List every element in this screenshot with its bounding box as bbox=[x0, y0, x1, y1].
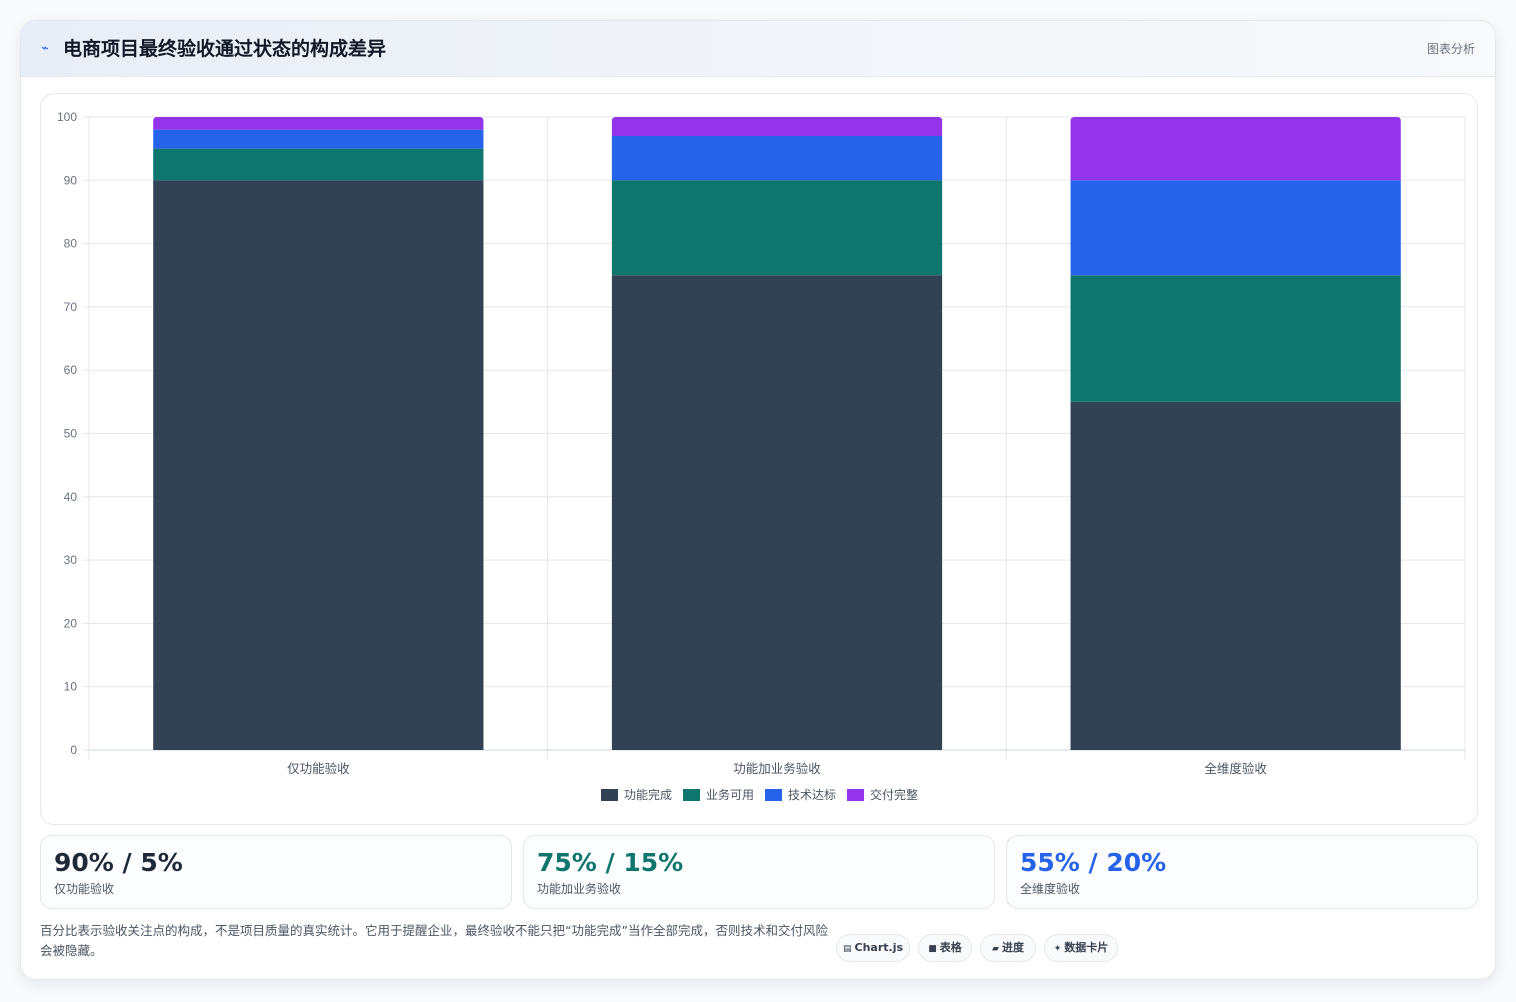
y-tick-label: 0 bbox=[70, 743, 77, 757]
x-tick-label: 仅功能验收 bbox=[287, 761, 350, 776]
chart-card: ⌁ 电商项目最终验收通过状态的构成差异 图表分析 0 10 20 30 40 50 60 70… bbox=[20, 20, 1496, 980]
legend-label: 技术达标 bbox=[788, 788, 836, 802]
stat-label: 仅功能验收 bbox=[54, 882, 115, 896]
bar-segment bbox=[611, 180, 943, 276]
y-tick-label: 30 bbox=[64, 553, 78, 567]
bar-segment bbox=[153, 129, 484, 149]
page-title: 电商项目最终验收通过状态的构成差异 bbox=[63, 38, 387, 60]
y-tick-label: 90 bbox=[64, 173, 78, 187]
sparkle-icon: ✦ bbox=[1053, 944, 1062, 954]
y-tick-label: 60 bbox=[64, 363, 78, 377]
card-header: ⌁ 电商项目最终验收通过状态的构成差异 图表分析 bbox=[21, 21, 1495, 77]
legend-swatch bbox=[683, 789, 700, 801]
bar-segment bbox=[1070, 275, 1401, 402]
stat-value: 75% / 15% bbox=[537, 848, 684, 877]
bar-segment bbox=[153, 148, 484, 181]
legend-label: 功能完成 bbox=[624, 787, 672, 802]
bar-segment bbox=[1070, 180, 1401, 276]
pill-label: 表格 bbox=[939, 941, 962, 954]
progress-icon: ▰ bbox=[992, 944, 999, 954]
y-tick-label: 50 bbox=[64, 427, 78, 441]
bar-segment bbox=[153, 117, 484, 130]
chart-icon: ▤ bbox=[842, 944, 852, 954]
legend-swatch bbox=[847, 789, 864, 801]
bar-segment bbox=[153, 180, 484, 751]
legend-label: 业务可用 bbox=[706, 787, 754, 802]
bar-segment bbox=[611, 135, 943, 181]
stat-card-3: 55% / 20% 全维度验收 bbox=[1006, 835, 1478, 909]
y-tick-label: 40 bbox=[64, 490, 78, 504]
chart-container: 0 10 20 30 40 50 60 70 80 90 100 仅功能验收 功能加业务验收 全维度验收功… bbox=[40, 93, 1478, 825]
chartjs-pill[interactable]: ▤ Chart.js bbox=[836, 934, 910, 962]
stat-value: 55% / 20% bbox=[1020, 848, 1167, 877]
data-card-pill[interactable]: ✦ 数据卡片 bbox=[1044, 934, 1118, 962]
legend-label: 交付完整 bbox=[870, 787, 918, 802]
table-pill[interactable]: ■ 表格 bbox=[918, 934, 972, 962]
stat-card-2: 75% / 15% 功能加业务验收 bbox=[523, 835, 995, 909]
legend-swatch bbox=[765, 789, 782, 801]
y-tick-label: 80 bbox=[64, 237, 78, 251]
chart-analysis-badge: 图表分析 bbox=[1426, 42, 1475, 56]
progress-pill[interactable]: ▰ 进度 bbox=[980, 934, 1036, 962]
y-tick-label: 10 bbox=[64, 680, 78, 694]
pill-label: Chart.js bbox=[854, 941, 904, 954]
bar-segment bbox=[611, 275, 943, 750]
line-chart-icon: ⌁ bbox=[41, 41, 49, 56]
stat-value: 90% / 5% bbox=[54, 848, 183, 877]
stat-label: 全维度验收 bbox=[1020, 882, 1081, 896]
table-icon: ■ bbox=[928, 944, 937, 954]
x-tick-label: 全维度验收 bbox=[1204, 761, 1267, 776]
stat-card-1: 90% / 5% 仅功能验收 bbox=[40, 835, 512, 909]
legend-swatch bbox=[601, 789, 618, 801]
stats-row: 90% / 5% 仅功能验收 75% / 15% 功能加业务验收 55% / 2… bbox=[40, 835, 1478, 909]
bar-segment bbox=[1070, 117, 1401, 181]
y-tick-label: 70 bbox=[64, 300, 78, 314]
y-tick-label: 20 bbox=[64, 616, 78, 630]
bar-segment bbox=[1070, 401, 1401, 750]
bar-segment bbox=[611, 117, 943, 136]
stat-label: 功能加业务验收 bbox=[537, 882, 622, 896]
pill-label: 进度 bbox=[1001, 941, 1024, 954]
pill-label: 数据卡片 bbox=[1064, 941, 1109, 954]
stacked-bar-chart: 0 10 20 30 40 50 60 70 80 90 100 仅功能验收 功能加业务验收 全维度验收功… bbox=[57, 110, 1466, 802]
x-tick-label: 功能加业务验收 bbox=[733, 761, 821, 776]
y-tick-label: 100 bbox=[57, 110, 77, 124]
footnote: 百分比表示验收关注点的构成，不是项目质量的真实统计。它用于提醒企业，最终验收不能… bbox=[40, 923, 828, 958]
